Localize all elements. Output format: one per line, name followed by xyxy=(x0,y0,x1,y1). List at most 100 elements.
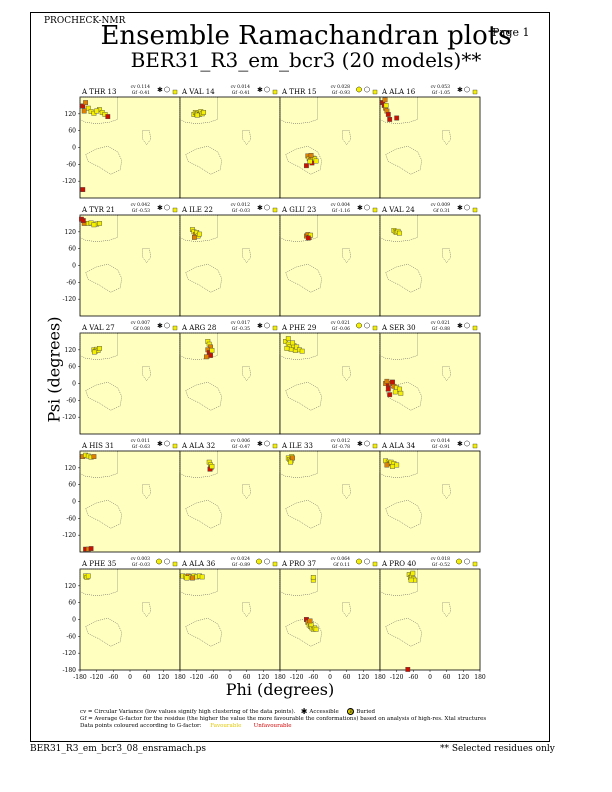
data-point xyxy=(96,220,102,226)
data-point xyxy=(387,116,393,122)
panel-gf-value: Gf -0.52 xyxy=(432,562,450,568)
panel-residue-label: A PRO 37 xyxy=(281,560,316,568)
accessible-icon: ✱ xyxy=(457,204,463,212)
panel-cv-value: cv 0.114 xyxy=(131,84,151,90)
x-tick-label: -120 xyxy=(390,674,404,681)
legend-buried: Buried xyxy=(356,709,375,715)
panel-cv-value: cv 0.012 xyxy=(331,438,351,444)
x-tick-label: -120 xyxy=(290,674,304,681)
panel xyxy=(79,332,181,435)
panel-residue-label: A ILE 22 xyxy=(181,206,213,214)
data-point xyxy=(299,348,305,354)
panel-residue-label: A ALA 32 xyxy=(181,442,215,450)
allowed-region-outline xyxy=(342,248,352,264)
legend-accessible: Accessible xyxy=(309,709,339,715)
panel-background xyxy=(79,214,181,317)
x-tick-label: -120 xyxy=(190,674,204,681)
allowed-region-outline xyxy=(285,499,322,529)
accessible-icon: ✱ xyxy=(157,440,163,448)
data-point xyxy=(294,344,300,350)
data-point xyxy=(96,346,102,351)
allowed-region-outline xyxy=(442,130,452,146)
data-point xyxy=(209,464,215,469)
allowed-region-outline xyxy=(79,332,118,360)
data-point xyxy=(394,462,400,468)
allowed-region-outline xyxy=(385,617,422,647)
x-tick-label: -120 xyxy=(90,674,104,681)
allowed-region-outline xyxy=(379,450,418,478)
gf-colour-swatch xyxy=(172,561,178,567)
x-tick-label: 180 xyxy=(274,674,286,681)
allowed-region-outline xyxy=(185,499,222,529)
data-point xyxy=(201,109,206,115)
allowed-region-outline xyxy=(342,484,352,500)
gf-colour-swatch xyxy=(472,443,478,449)
panel-cv-value: cv 0.021 xyxy=(331,320,351,326)
data-point xyxy=(203,354,209,360)
allowed-region-outline xyxy=(179,332,218,360)
allowed-region-outline xyxy=(142,602,152,618)
gf-colour-swatch xyxy=(472,325,478,331)
allowed-region-outline xyxy=(185,263,222,293)
data-point xyxy=(284,346,290,351)
panel-residue-label: A ALA 34 xyxy=(381,442,416,450)
panel-residue-label: A VAL 27 xyxy=(81,324,115,332)
allowed-region-outline xyxy=(142,130,152,146)
data-point xyxy=(390,379,395,385)
panel-residue-label: A THR 15 xyxy=(281,88,316,96)
panel-cv-value: cv 0.042 xyxy=(131,202,151,208)
panel xyxy=(279,450,381,553)
panel-residue-label: A TYR 21 xyxy=(81,206,115,214)
allowed-region-outline xyxy=(385,499,422,529)
panel-gf-value: Gf -0.41 xyxy=(232,90,250,96)
data-point xyxy=(88,546,94,552)
x-tick-label: 120 xyxy=(458,674,470,681)
panel-residue-label: A ALA 36 xyxy=(181,560,216,568)
residue-marker-icon xyxy=(264,440,270,447)
x-tick-label: -60 xyxy=(108,674,118,681)
residue-marker-icon xyxy=(164,440,170,447)
panel-cv-value: cv 0.028 xyxy=(331,84,351,90)
panel-gf-value: Gf 0.08 xyxy=(133,326,150,332)
data-point xyxy=(191,234,197,240)
data-point xyxy=(81,108,87,114)
panel-cv-value: cv 0.007 xyxy=(131,320,151,326)
panel-cv-value: cv 0.018 xyxy=(431,556,451,562)
data-point xyxy=(385,111,391,117)
residue-marker-icon xyxy=(364,558,370,565)
allowed-region-outline xyxy=(79,214,118,242)
footer-filename: BER31_R3_em_bcr3_08_ensramach.ps xyxy=(30,744,206,754)
y-tick-label: 0 xyxy=(72,617,76,624)
panel xyxy=(279,568,381,671)
residue-marker-icon xyxy=(164,86,170,93)
data-point xyxy=(85,105,91,111)
panel-gf-value: Gf -0.41 xyxy=(132,90,150,96)
allowed-region-outline xyxy=(185,145,222,175)
panel-background xyxy=(179,450,281,553)
allowed-region-outline xyxy=(242,602,252,618)
allowed-region-outline xyxy=(342,602,352,618)
panel-cv-value: cv 0.024 xyxy=(231,556,251,562)
data-point xyxy=(382,97,388,103)
panel-background xyxy=(279,450,381,553)
panel-gf-value: Gf -0.63 xyxy=(132,444,150,450)
panel-gf-value: Gf 0.11 xyxy=(333,562,350,568)
allowed-region-outline xyxy=(285,617,322,647)
residue-marker-icon xyxy=(264,86,270,93)
panel xyxy=(379,568,481,672)
allowed-region-outline xyxy=(442,484,452,500)
panel xyxy=(279,332,381,435)
y-tick-label: 0 xyxy=(72,145,76,152)
residue-marker-icon xyxy=(364,204,370,211)
gf-colour-swatch xyxy=(272,443,278,449)
y-tick-label: 120 xyxy=(65,229,77,236)
panel-background xyxy=(79,568,181,671)
data-point xyxy=(285,336,291,341)
buried-icon: B xyxy=(347,708,355,715)
data-point xyxy=(199,574,205,580)
data-point xyxy=(394,115,400,121)
y-tick-label: -60 xyxy=(66,633,76,640)
residue-marker-icon xyxy=(264,204,270,211)
panel xyxy=(379,332,481,435)
residue-marker-icon xyxy=(464,204,470,211)
